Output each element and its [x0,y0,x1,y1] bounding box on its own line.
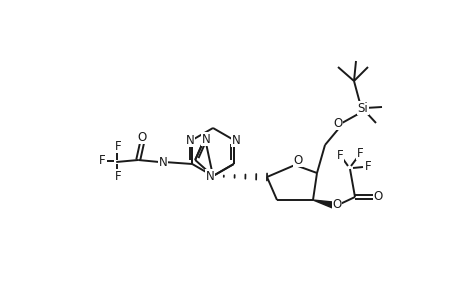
Text: N: N [158,155,167,169]
Text: F: F [336,148,342,161]
Text: Si: Si [357,101,368,115]
Text: O: O [137,130,146,143]
Text: N: N [201,133,210,146]
Text: F: F [99,154,105,166]
Text: F: F [356,146,363,160]
Text: O: O [373,190,382,203]
Text: N: N [185,134,194,146]
Text: O: O [333,116,342,130]
Text: N: N [205,169,214,182]
Polygon shape [312,200,333,208]
Text: O: O [293,154,302,166]
Text: F: F [115,169,121,182]
Text: F: F [364,160,370,172]
Text: N: N [231,134,240,146]
Text: O: O [332,199,341,212]
Text: F: F [115,140,121,152]
